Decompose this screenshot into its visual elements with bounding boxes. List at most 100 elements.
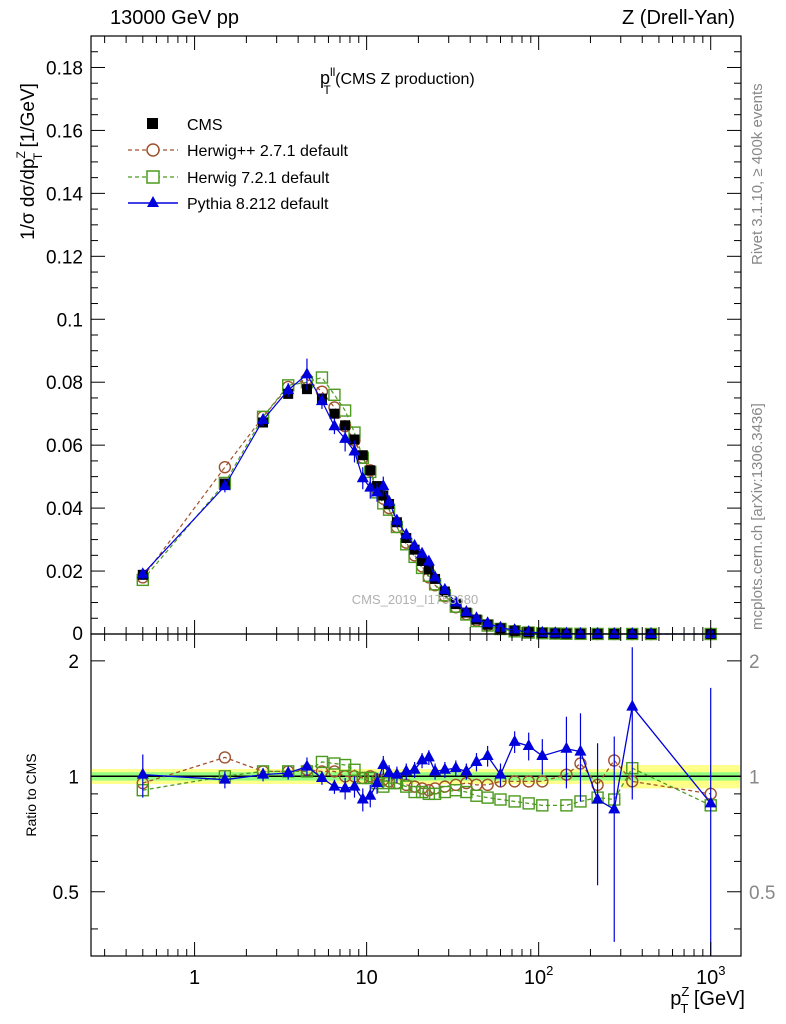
- upper-point-cms: [365, 465, 376, 476]
- ratio-tick-label-right: 0.5: [749, 883, 775, 904]
- ratio-point-pythia: [257, 767, 270, 779]
- legend-marker-herwigpp: [146, 143, 160, 157]
- ratio-point-pythia: [626, 699, 639, 711]
- svg-text:Rivet 3.1.10, ≥ 400k events: Rivet 3.1.10, ≥ 400k events: [749, 83, 766, 265]
- ratio-point-pythia: [470, 754, 483, 766]
- x-tick-label: 1: [189, 967, 200, 989]
- upper-point-cms: [329, 408, 340, 419]
- upper-point-pythia: [438, 582, 451, 594]
- y-axis-label-lower: Ratio to CMS: [23, 753, 39, 836]
- ratio-point-pythia: [560, 741, 573, 753]
- upper-point-pythia: [339, 431, 352, 443]
- upper-point-cms: [340, 420, 351, 431]
- ratio-point-herwig7: [428, 787, 442, 801]
- ratio-point-herwigpp: [328, 765, 341, 778]
- x-tick-label-base: 10: [524, 967, 546, 989]
- upper-point-cms: [417, 555, 428, 566]
- upper-point-pythia: [300, 367, 313, 379]
- ratio-point-herwig7: [338, 758, 352, 772]
- y-axis-label-upper: 1/σ dσ/dpZ T [1/GeV]: [14, 83, 45, 240]
- ratio-tick-label-right: 1: [749, 767, 760, 788]
- ratio-point-herwig7: [348, 763, 361, 776]
- legend-marker-herwig7: [146, 170, 160, 184]
- y-label-sub: T: [31, 152, 45, 160]
- ratio-point-herwig7: [460, 785, 473, 799]
- ratio-point-pythia: [422, 750, 435, 762]
- ratio-point-pythia: [136, 767, 149, 779]
- ratio-line-herwig7: [142, 761, 711, 807]
- plot-title-main: p: [320, 68, 330, 88]
- x-label-sub: T: [680, 1001, 688, 1016]
- y-tick-label: 0.04: [46, 499, 83, 520]
- plot-title-sub: T: [323, 83, 331, 97]
- ratio-point-herwigpp: [536, 775, 549, 788]
- ratio-point-pythia: [574, 744, 587, 756]
- y-tick-label: 0.1: [57, 310, 83, 331]
- ratio-point-herwig7: [508, 795, 521, 808]
- plot-title-rest: (CMS Z production): [331, 71, 475, 88]
- upper-point-pythia: [481, 616, 494, 628]
- y-tick-label-zero: 0: [72, 624, 83, 645]
- ratio-point-pythia: [328, 779, 341, 791]
- ratio-point-herwigpp: [481, 778, 494, 792]
- upper-point-pythia: [282, 383, 295, 395]
- upper-point-pythia: [645, 626, 658, 638]
- header-left: 13000 GeV pp: [110, 7, 239, 29]
- ratio-point-herwig7: [422, 787, 436, 801]
- ratio-point-pythia: [416, 753, 429, 765]
- ratio-point-pythia: [383, 766, 396, 778]
- ratio-point-pythia: [371, 776, 384, 788]
- legend-marker-pythia: [147, 196, 159, 207]
- ratio-line-herwigpp: [142, 756, 711, 795]
- legend: CMS Herwig++ 2.7.1 default Herwig 7.2.1 …: [128, 117, 349, 213]
- ratio-point-pythia: [591, 792, 604, 804]
- upper-point-pythia: [136, 567, 149, 579]
- upper-point-pythia: [400, 527, 413, 539]
- upper-point-pythia: [348, 444, 361, 456]
- ratio-point-pythia: [356, 792, 369, 804]
- y-label-unit: [1/GeV]: [18, 83, 39, 153]
- x-tick-label: 102: [524, 963, 553, 989]
- ratio-point-pythia: [508, 734, 521, 746]
- y-tick-label: 0.06: [46, 436, 83, 457]
- upper-point-pythia: [429, 570, 442, 582]
- ratio-point-pythia: [282, 766, 295, 778]
- x-tick-label-exp: 2: [546, 963, 553, 978]
- upper-line-herwig7: [142, 376, 711, 635]
- upper-point-herwigpp: [218, 460, 232, 474]
- ratio-point-pythia: [608, 802, 621, 814]
- y-label-main: 1/σ dσ/dp: [18, 158, 39, 240]
- ratio-point-pythia: [522, 738, 535, 750]
- y-tick-label: 0.16: [46, 121, 83, 142]
- ratio-tick-label: 2: [68, 652, 79, 673]
- svg-text:mcplots.cern.ch [arXiv:1306.34: mcplots.cern.ch [arXiv:1306.3436]: [749, 403, 766, 630]
- upper-point-cms: [349, 434, 360, 445]
- legend-label-cms: CMS: [187, 117, 223, 134]
- watermark: CMS_2019_I1753680: [352, 592, 479, 607]
- ratio-point-pythia: [377, 758, 390, 770]
- mcplots-label: mcplots.cern.ch [arXiv:1306.3436]: [749, 403, 766, 630]
- upper-point-pythia: [522, 624, 535, 636]
- upper-point-pythia: [390, 513, 403, 525]
- ratio-point-herwig7: [408, 785, 421, 799]
- header-right: Z (Drell-Yan): [622, 7, 735, 29]
- ratio-point-pythia: [408, 762, 421, 774]
- upper-point-pythia: [356, 471, 369, 483]
- ratio-point-pythia: [300, 759, 313, 771]
- upper-point-herwig7: [328, 388, 341, 401]
- ratio-point-herwig7: [494, 793, 507, 806]
- ratio-point-herwigpp: [218, 751, 232, 764]
- ratio-point-pythia: [704, 796, 717, 808]
- upper-point-pythia: [315, 394, 328, 406]
- y-tick-label: 0.18: [46, 58, 83, 79]
- upper-point-herwig7: [338, 404, 352, 417]
- ratio-point-herwig7: [536, 799, 549, 812]
- y-tick-label: 0.02: [46, 562, 83, 583]
- ratio-point-herwigpp: [522, 775, 535, 788]
- ratio-point-herwig7: [415, 785, 429, 799]
- x-label-unit: [GeV]: [688, 988, 745, 1010]
- y-tick-label: 0.12: [46, 247, 83, 268]
- upper-point-pythia: [371, 485, 384, 497]
- x-tick-label: 10: [355, 967, 377, 989]
